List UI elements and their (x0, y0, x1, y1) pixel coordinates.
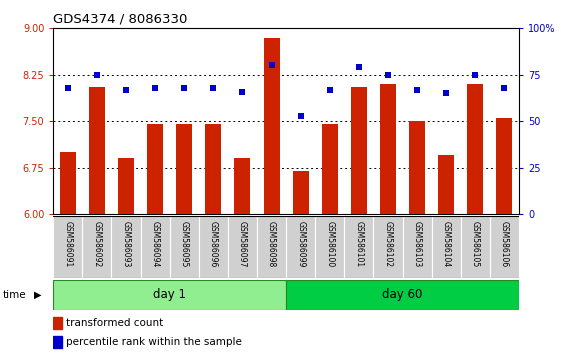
Text: GSM586100: GSM586100 (325, 221, 334, 267)
Bar (89, 87, 105, 214)
Bar (112, 216, 141, 278)
Point (267, 63, 276, 68)
Text: GSM586091: GSM586091 (63, 221, 72, 267)
Text: GSM586103: GSM586103 (412, 221, 421, 267)
Bar (147, 124, 163, 214)
Bar (380, 84, 396, 214)
Bar (141, 216, 169, 278)
Bar (490, 216, 519, 278)
Text: GSM586094: GSM586094 (151, 221, 160, 267)
Text: ▶: ▶ (34, 290, 42, 300)
Point (93, 72, 102, 78)
Text: GSM586095: GSM586095 (180, 221, 188, 267)
Text: GSM586097: GSM586097 (238, 221, 247, 267)
Point (471, 72, 480, 78)
Bar (53, 216, 82, 278)
Bar (205, 124, 222, 214)
Point (325, 87, 334, 92)
Point (63, 85, 72, 91)
Text: GSM586105: GSM586105 (471, 221, 480, 267)
Bar (82, 216, 112, 278)
Bar (228, 216, 257, 278)
Bar (315, 216, 344, 278)
Bar (403, 216, 431, 278)
Bar (322, 124, 338, 214)
Text: GSM586093: GSM586093 (122, 221, 131, 267)
Text: GDS4374 / 8086330: GDS4374 / 8086330 (53, 12, 188, 25)
Bar (374, 216, 403, 278)
Text: GSM586099: GSM586099 (296, 221, 305, 267)
Point (122, 87, 131, 92)
Text: GSM586101: GSM586101 (355, 221, 364, 267)
Bar (409, 121, 425, 214)
Bar (264, 38, 279, 214)
Bar (496, 118, 512, 214)
Bar (431, 216, 461, 278)
Bar (286, 280, 519, 310)
Text: GSM586096: GSM586096 (209, 221, 218, 267)
Bar (118, 158, 134, 214)
Bar (60, 152, 76, 214)
Bar (257, 216, 286, 278)
Text: GSM586104: GSM586104 (442, 221, 450, 267)
Bar (351, 87, 367, 214)
Bar (286, 216, 315, 278)
Bar (344, 216, 374, 278)
Bar (461, 216, 490, 278)
Bar (176, 124, 192, 214)
Bar (53, 317, 62, 329)
Bar (53, 280, 286, 310)
Text: time: time (3, 290, 26, 300)
Point (296, 113, 305, 119)
Text: transformed count: transformed count (66, 318, 164, 328)
Bar (53, 337, 62, 348)
Point (209, 85, 218, 91)
Point (500, 85, 509, 91)
Point (384, 72, 393, 78)
Bar (293, 171, 309, 214)
Text: percentile rank within the sample: percentile rank within the sample (66, 337, 242, 347)
Bar (467, 84, 483, 214)
Bar (169, 216, 199, 278)
Point (412, 87, 421, 92)
Bar (234, 158, 250, 214)
Bar (199, 216, 228, 278)
Bar (438, 155, 454, 214)
Text: GSM586092: GSM586092 (93, 221, 102, 267)
Text: GSM586106: GSM586106 (500, 221, 509, 267)
Text: GSM586102: GSM586102 (384, 221, 393, 267)
Point (151, 85, 160, 91)
Text: GSM586098: GSM586098 (267, 221, 276, 267)
Text: day 60: day 60 (383, 288, 422, 301)
Text: day 1: day 1 (153, 288, 186, 301)
Point (238, 89, 247, 95)
Point (180, 85, 188, 91)
Point (442, 91, 450, 96)
Point (355, 64, 364, 70)
